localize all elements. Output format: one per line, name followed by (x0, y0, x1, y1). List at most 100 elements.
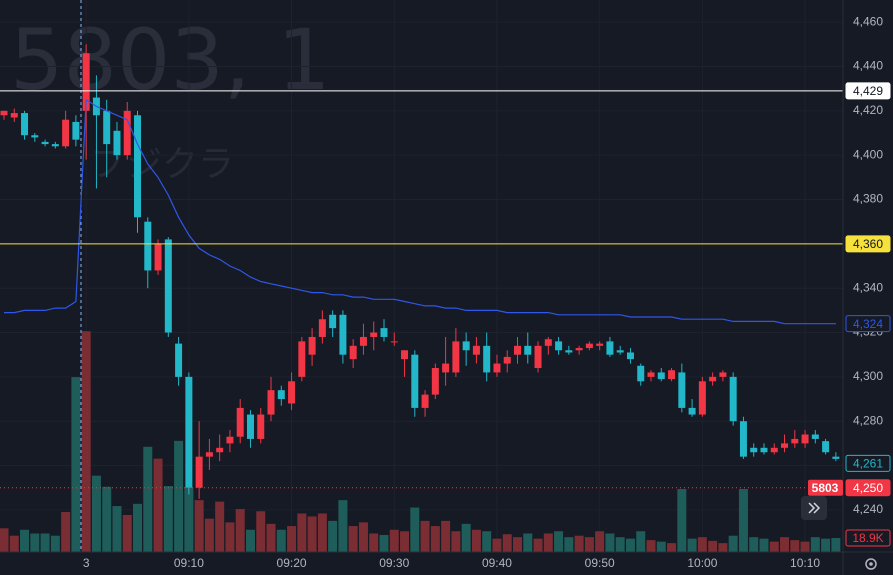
volume-bar (451, 531, 461, 552)
volume-bar (287, 526, 297, 552)
volume-bar (71, 377, 81, 552)
volume-bar (256, 511, 266, 552)
candle-body (267, 390, 275, 415)
candle-body (442, 363, 450, 373)
volume-bar (245, 529, 255, 552)
candle-body (565, 350, 573, 353)
y-tick-label: 4,400 (853, 147, 883, 161)
volume-bar (225, 522, 235, 552)
candle-body (493, 363, 501, 373)
volume-bar (143, 446, 153, 552)
volume-bar (492, 538, 502, 552)
candle-body (472, 345, 480, 355)
volume-bar (317, 513, 327, 552)
candle-body (359, 336, 367, 346)
settings-button[interactable] (865, 558, 877, 570)
candle-body (113, 130, 121, 156)
candle-body (626, 352, 634, 360)
volume-bar (40, 533, 50, 552)
candle-body (370, 332, 378, 337)
volume-bar (471, 529, 481, 552)
candle-body (657, 372, 665, 380)
candle-body (103, 110, 111, 145)
candle-body (82, 53, 90, 111)
volume-bar (174, 440, 184, 552)
candle-body (431, 368, 439, 395)
candle-body (534, 345, 542, 368)
volume-bar (513, 537, 522, 552)
volume-bar (410, 507, 420, 552)
volume-bar (461, 523, 471, 552)
volume-bar (831, 537, 841, 552)
volume-bar (543, 533, 553, 552)
volume-bar (574, 535, 584, 552)
volume-bar (81, 331, 91, 552)
candle-body (246, 414, 254, 439)
scroll-icon[interactable] (808, 502, 821, 514)
volume-bar (204, 518, 214, 552)
volume-bar (307, 516, 317, 552)
settings-icon-center[interactable] (869, 562, 873, 566)
candle-body (719, 372, 727, 377)
x-tick-label: 09:40 (482, 556, 512, 570)
candle-body (205, 452, 213, 457)
price-label-box (845, 315, 891, 333)
candle-body (781, 443, 789, 448)
candle-body (123, 110, 131, 156)
y-tick-label: 4,380 (853, 192, 883, 206)
candle-body (575, 348, 583, 351)
candle-body (596, 343, 604, 346)
volume-bar (625, 538, 635, 552)
volume-bar (276, 529, 286, 552)
volume-bar (605, 533, 615, 552)
volume-bar (636, 531, 646, 552)
volume-bar (369, 533, 379, 552)
volume-bar (595, 531, 605, 552)
volume-bar (523, 533, 533, 552)
volume-bar (400, 531, 410, 552)
candle-body (144, 221, 152, 271)
volume-bar (194, 500, 204, 552)
candle-body (514, 345, 521, 355)
scroll-button[interactable] (801, 496, 827, 520)
x-tick-label: 10:00 (687, 556, 717, 570)
y-tick-label: 4,240 (853, 502, 883, 516)
candle-body (329, 314, 337, 329)
candle-body (411, 354, 419, 408)
volume-bar (20, 529, 30, 552)
candle-body (257, 414, 265, 439)
candle-body (647, 372, 655, 377)
candle-body (72, 121, 80, 140)
candle-body (21, 113, 29, 136)
volume-bar (564, 537, 574, 552)
volume-bar (584, 537, 594, 552)
volume-bar (533, 538, 543, 552)
volume-label-box (845, 529, 891, 547)
volume-bar (61, 511, 71, 552)
volume-bar (91, 475, 101, 552)
volume-bar (358, 522, 368, 552)
candle-body (216, 447, 224, 453)
candle-body (195, 456, 203, 488)
x-tick-label: 09:10 (174, 556, 204, 570)
volume-bar (235, 509, 245, 552)
symbol-tag (808, 479, 843, 496)
volume-bar (163, 486, 173, 552)
volume-label: 18.9K (852, 531, 883, 545)
volume-bar (297, 513, 307, 552)
volume-bar (379, 534, 389, 552)
candle-body (462, 341, 470, 351)
price-label: 4,429 (853, 84, 883, 98)
volume-bar (667, 543, 677, 552)
volume-bar (810, 537, 820, 552)
volume-bar (441, 520, 451, 552)
candle-body (421, 394, 429, 408)
candle-body (832, 456, 840, 459)
x-tick-label: 3 (83, 556, 90, 570)
y-tick-label: 4,300 (853, 369, 883, 383)
settings-icon[interactable] (865, 558, 877, 570)
volume-bar (615, 537, 625, 552)
candle-body (750, 447, 758, 453)
